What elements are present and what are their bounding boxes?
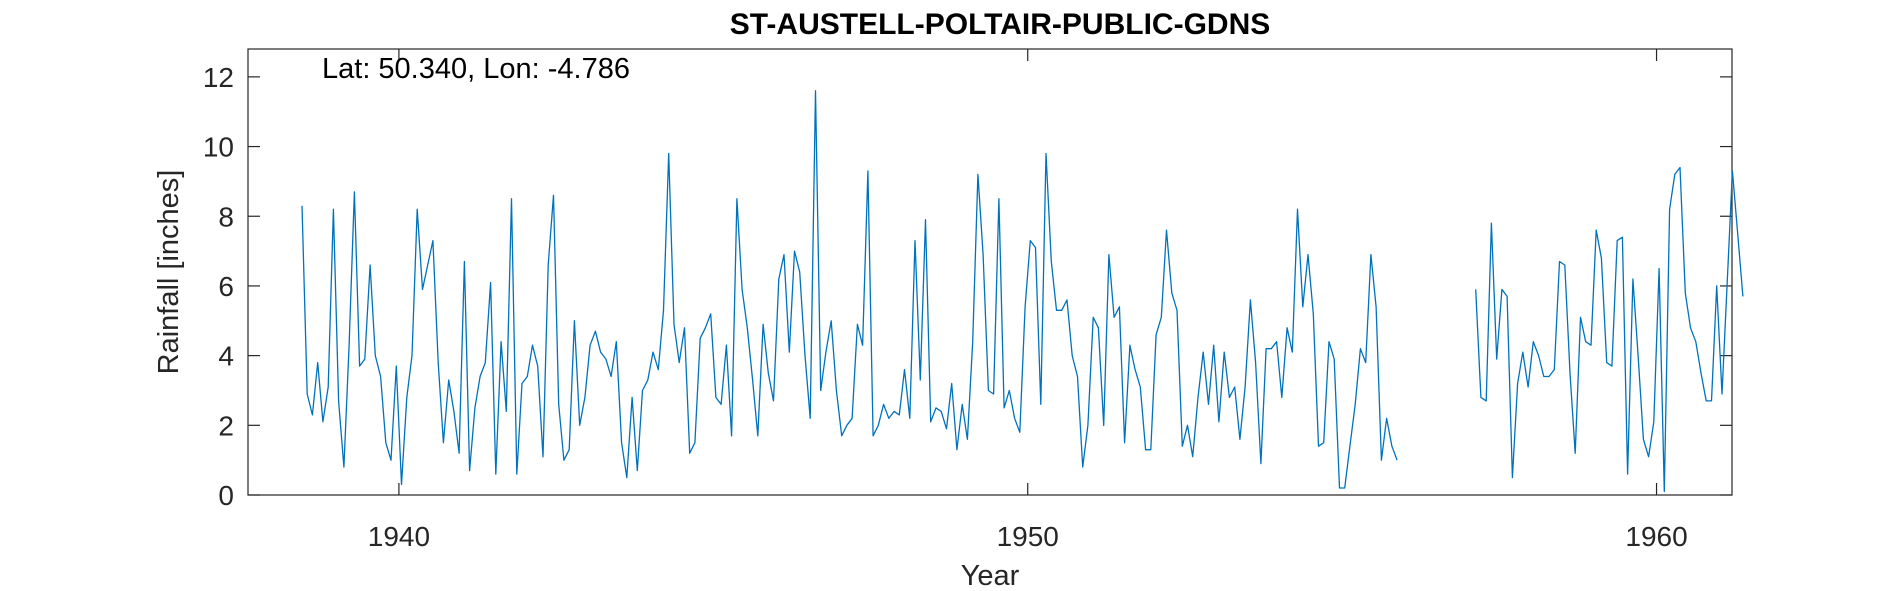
y-tick-label: 6 [218,271,234,302]
y-tick-label: 0 [218,480,234,511]
plot-area [247,48,1733,496]
y-axis: 0 2 4 6 8 10 12 [203,62,1732,511]
x-tick-label: 1950 [997,521,1059,552]
y-tick-label: 4 [218,341,234,372]
station-coordinates-annotation: Lat: 50.340, Lon: -4.786 [322,53,630,85]
chart-title: ST-AUSTELL-POLTAIR-PUBLIC-GDNS [730,8,1271,41]
y-tick-label: 10 [203,132,234,163]
y-tick-label: 12 [203,62,234,93]
rainfall-series-line [301,90,1744,493]
y-tick-label: 8 [218,201,234,232]
x-tick-label: 1960 [1625,521,1687,552]
series-layer [301,90,1744,493]
x-tick-label: 1940 [368,521,430,552]
axes-box [247,48,1733,496]
x-axis: 1940 1950 1960 [368,49,1688,552]
x-axis-label: Year [961,560,1020,591]
y-axis-label: Rainfall [inches] [153,170,185,375]
y-tick-label: 2 [218,410,234,441]
